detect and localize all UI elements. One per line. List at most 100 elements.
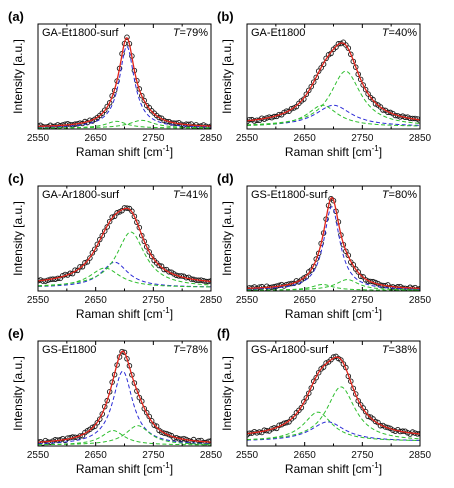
x-axis-label-close: ] <box>379 462 382 476</box>
x-tick-label: 2850 <box>409 450 432 461</box>
data-point <box>323 55 329 62</box>
data-point <box>97 236 103 243</box>
transmittance-symbol: T <box>382 189 390 201</box>
measured-points <box>38 34 211 129</box>
x-tick-label: 2750 <box>351 450 374 461</box>
data-point <box>367 278 374 285</box>
plot-area <box>247 195 420 291</box>
data-point <box>365 413 371 420</box>
panel-b: 2550 2650 2750 2850 (b) GA-Et1800 T=40% Raman s… <box>217 9 432 159</box>
x-tick-label: 2650 <box>294 450 317 461</box>
transmittance-value: =40% <box>389 27 418 39</box>
x-tick-label: 2550 <box>27 295 50 306</box>
fit-total-curve <box>38 350 211 443</box>
data-point <box>166 269 172 275</box>
data-point <box>301 96 307 102</box>
plot-area <box>38 205 211 288</box>
panel-letter: (a) <box>8 9 24 24</box>
data-point <box>357 76 364 83</box>
x-axis-label-main: Raman shift [cm <box>76 145 163 159</box>
data-point <box>114 210 120 216</box>
sample-label: GA-Et1800 <box>251 27 305 39</box>
data-point <box>318 65 324 71</box>
data-point <box>156 114 162 121</box>
x-axis-label: Raman shift [cm-1] <box>76 144 173 159</box>
data-point <box>357 273 364 280</box>
x-tick-label: 2650 <box>85 450 108 461</box>
data-point <box>141 405 148 412</box>
data-point <box>370 96 376 103</box>
x-tick-label: 2550 <box>27 133 50 144</box>
x-tick-label: 2750 <box>351 295 374 306</box>
plot-area <box>38 34 211 129</box>
fit-total-curve <box>38 207 211 283</box>
x-tick-label: 2650 <box>294 295 317 306</box>
y-axis-label: Intensity [a.u.] <box>220 39 234 114</box>
data-point <box>310 79 317 85</box>
x-axis-label-sup: -1 <box>163 144 171 153</box>
x-axis-label-close: ] <box>170 462 173 476</box>
data-point <box>42 278 49 284</box>
data-point <box>143 409 150 416</box>
transmittance-label: T=80% <box>382 189 417 201</box>
data-point <box>409 429 416 435</box>
y-axis-label: Intensity [a.u.] <box>11 201 25 276</box>
data-point <box>129 208 135 214</box>
data-point <box>291 414 297 420</box>
data-point <box>97 416 103 422</box>
x-tick-label: 2850 <box>409 133 432 144</box>
component-peak-green <box>247 104 420 127</box>
data-point <box>352 64 359 70</box>
data-point <box>283 419 290 426</box>
x-tick-label: 2850 <box>200 450 223 461</box>
data-point <box>131 380 138 386</box>
data-point <box>161 266 167 273</box>
fit-total-curve <box>247 356 420 435</box>
x-axis-label-close: ] <box>170 307 173 321</box>
sample-label: GS-Ar1800-surf <box>251 344 329 356</box>
component-peak-blue <box>247 206 420 290</box>
transmittance-value: =78% <box>180 344 209 356</box>
data-point <box>310 378 317 385</box>
transmittance-symbol: T <box>173 344 181 356</box>
data-point <box>251 118 258 124</box>
data-point <box>365 91 371 97</box>
data-point <box>330 197 337 204</box>
data-point <box>288 105 295 112</box>
data-point <box>320 364 327 370</box>
data-point <box>315 369 322 376</box>
data-point <box>139 92 145 99</box>
plot-area <box>38 348 211 446</box>
data-point <box>362 408 369 415</box>
component-peak-green <box>247 386 420 441</box>
data-point <box>360 82 366 88</box>
x-tick-label: 2650 <box>85 295 108 306</box>
x-tick-label: 2850 <box>200 295 223 306</box>
data-point <box>89 424 96 431</box>
data-point <box>101 228 108 234</box>
data-point <box>350 385 357 392</box>
transmittance-value: =38% <box>389 344 418 356</box>
component-peak-blue <box>247 421 420 441</box>
x-tick-label: 2550 <box>236 133 259 144</box>
fit-total-curve <box>247 196 420 290</box>
data-point <box>89 250 96 256</box>
data-point <box>308 267 315 273</box>
data-point <box>94 241 101 248</box>
y-axis-label: Intensity [a.u.] <box>11 39 25 114</box>
x-axis-label-sup: -1 <box>372 144 380 153</box>
x-tick-label: 2750 <box>142 450 165 461</box>
transmittance-value: =80% <box>389 189 418 201</box>
data-point <box>323 360 329 366</box>
transmittance-label: T=41% <box>173 189 208 201</box>
x-tick-label: 2850 <box>200 133 223 144</box>
x-tick-label: 2850 <box>409 295 432 306</box>
data-point <box>99 232 106 239</box>
x-tick-label: 2750 <box>142 295 165 306</box>
data-point <box>148 418 155 424</box>
x-axis-label-sup: -1 <box>163 461 171 470</box>
data-point <box>306 87 312 94</box>
data-point <box>146 249 152 255</box>
data-point <box>101 107 108 113</box>
y-axis-label: Intensity [a.u.] <box>220 356 234 431</box>
